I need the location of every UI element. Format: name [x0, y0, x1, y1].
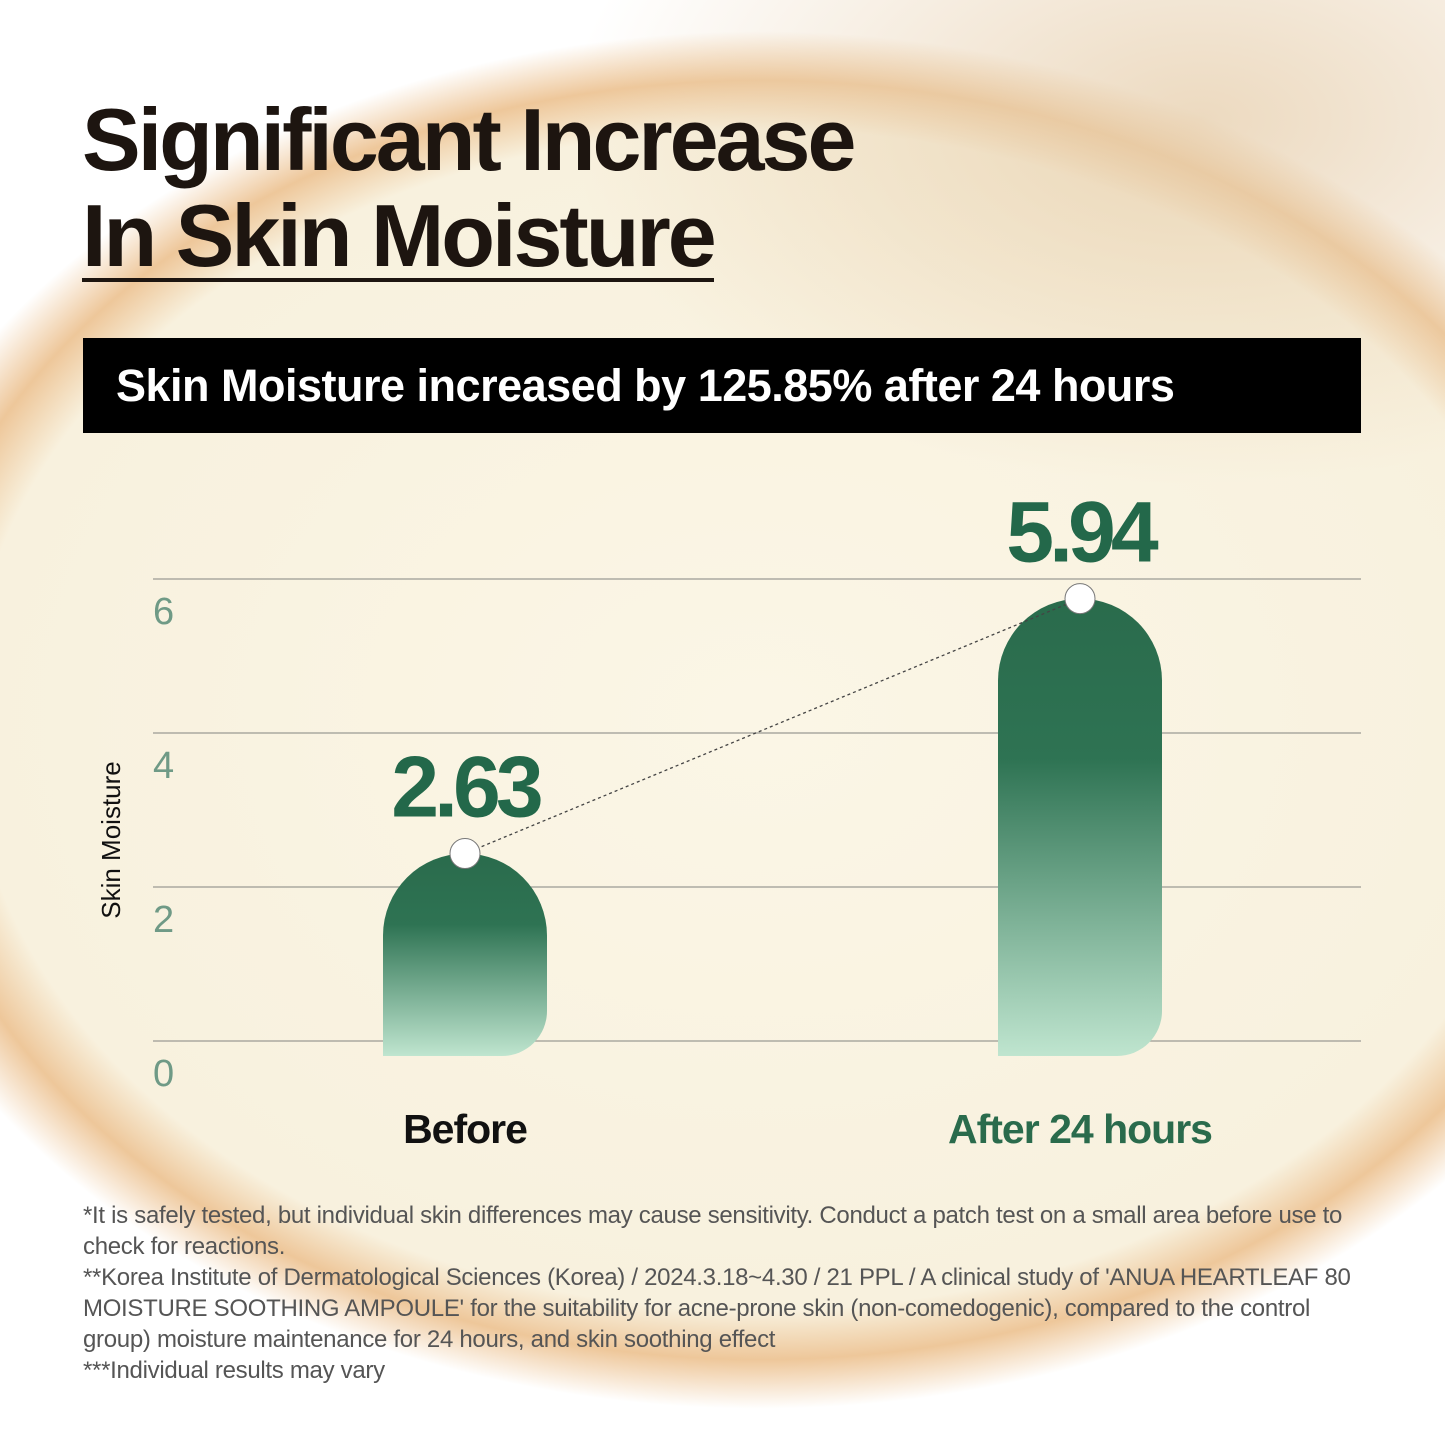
title-line-2: In Skin Moisture: [82, 186, 717, 285]
y-tick-label: 4: [153, 745, 174, 787]
data-point-marker: [1064, 583, 1096, 615]
page-title: Significant Increase In Skin Moisture: [82, 90, 856, 285]
bar-before: [383, 853, 547, 1056]
category-label: After 24 hours: [948, 1106, 1212, 1152]
bar-after: [998, 598, 1162, 1056]
y-tick-label: 2: [153, 899, 174, 941]
footnotes: *It is safely tested, but individual ski…: [83, 1200, 1353, 1386]
y-tick-label: 6: [153, 591, 174, 633]
value-label: 2.63: [391, 739, 541, 835]
y-tick-label: 0: [153, 1053, 174, 1095]
footnote: **Korea Institute of Dermatological Scie…: [83, 1264, 1351, 1353]
footnote: *It is safely tested, but individual ski…: [83, 1202, 1343, 1260]
connector-line: [464, 598, 1081, 855]
title-line-1: Significant Increase: [82, 90, 856, 189]
data-point-marker: [449, 837, 481, 869]
footnote: ***Individual results may vary: [83, 1357, 385, 1384]
result-banner: Skin Moisture increased by 125.85% after…: [83, 338, 1361, 433]
category-label: Before: [403, 1106, 527, 1152]
value-label: 5.94: [1006, 485, 1159, 581]
y-axis-label: Skin Moisture: [96, 761, 126, 919]
